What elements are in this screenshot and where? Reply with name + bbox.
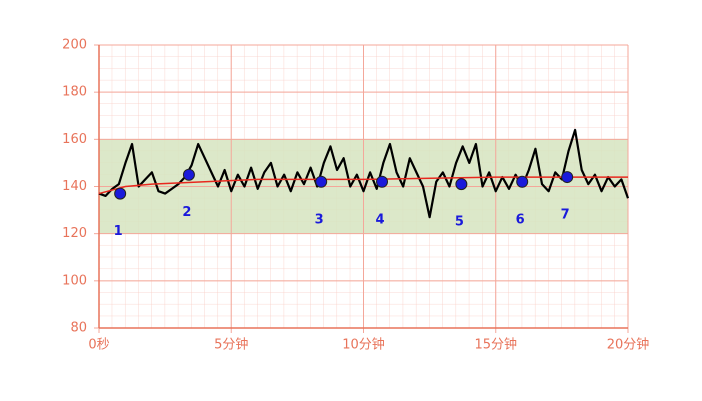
event-marker bbox=[114, 187, 127, 200]
event-marker bbox=[516, 175, 529, 188]
event-marker bbox=[182, 168, 195, 181]
event-label: 1 bbox=[114, 224, 123, 239]
event-label: 2 bbox=[182, 205, 191, 220]
y-tick-label: 200 bbox=[62, 38, 87, 53]
x-tick-label: 20分钟 bbox=[607, 337, 650, 353]
event-label: 4 bbox=[375, 212, 384, 227]
baseline-line bbox=[98, 176, 628, 195]
event-marker bbox=[455, 178, 468, 191]
event-label: 7 bbox=[561, 208, 570, 223]
event-marker bbox=[315, 175, 328, 188]
event-label: 6 bbox=[516, 212, 525, 227]
y-tick-label: 80 bbox=[70, 321, 87, 336]
y-tick-label: 160 bbox=[62, 132, 87, 147]
x-tick-label: 15分钟 bbox=[474, 337, 517, 353]
event-label: 3 bbox=[315, 212, 324, 227]
event-marker bbox=[561, 171, 574, 184]
y-tick-label: 120 bbox=[62, 226, 87, 241]
event-marker bbox=[376, 175, 389, 188]
x-tick-label: 0秒 bbox=[88, 338, 109, 353]
y-tick-label: 180 bbox=[62, 85, 87, 100]
event-label: 5 bbox=[455, 215, 464, 230]
y-tick-label: 140 bbox=[62, 179, 87, 194]
x-tick-label: 10分钟 bbox=[342, 337, 385, 353]
x-tick-label: 5分钟 bbox=[214, 337, 248, 353]
y-tick-label: 100 bbox=[62, 273, 87, 288]
